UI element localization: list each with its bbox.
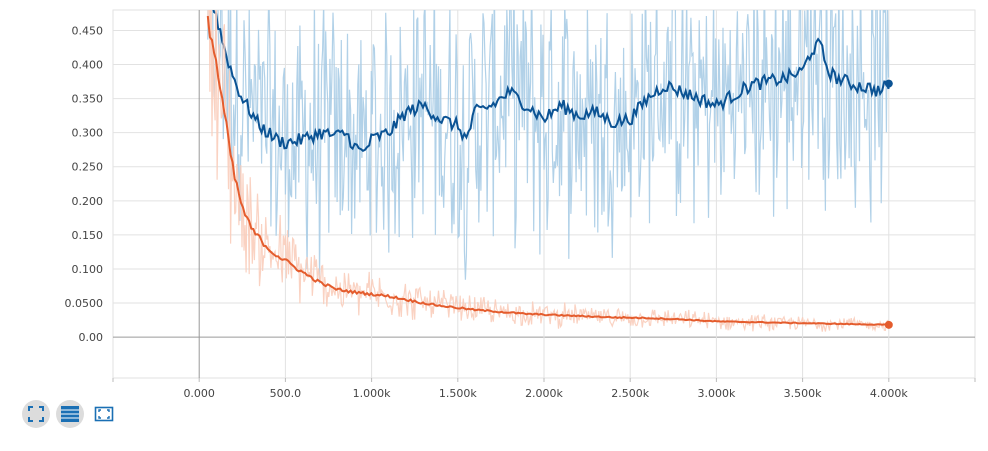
x-tick-label: 500.0 [270,387,302,400]
x-tick-label: 3.000k [697,387,735,400]
y-tick-label: 0.350 [72,93,104,106]
x-tick-label: 1.500k [439,387,477,400]
series-lines[interactable] [206,0,893,333]
axes [112,378,976,382]
series-0-end-point[interactable] [884,79,893,88]
x-tick-label: 4.000k [870,387,908,400]
y-tick-label: 0.200 [72,195,104,208]
toggle-log-scale-button[interactable] [56,400,84,428]
y-tick-label: 0.00 [79,331,104,344]
chart-toolbar [22,400,118,428]
x-tick-label: 2.000k [525,387,563,400]
y-tick-label: 0.300 [72,127,104,140]
y-tick-label: 0.150 [72,229,104,242]
fit-domain-button[interactable] [90,400,118,428]
expand-button[interactable] [22,400,50,428]
x-axis-ticks: 0.000 500.0 1.000k 1.500k 2.000k 2.500k 3.000k… [183,387,908,400]
x-tick-label: 2.500k [611,387,649,400]
x-tick-label: 1.000k [353,387,391,400]
series-1-end-point[interactable] [884,320,893,329]
x-tick-label: 3.500k [784,387,822,400]
y-axis-ticks: 0.00 0.0500 0.100 0.150 0.200 0.250 0.300 0.350… [65,24,104,344]
line-chart: 0.000 500.0 1.000k 1.500k 2.000k 2.500k 3.000k… [65,0,976,400]
y-tick-label: 0.400 [72,59,104,72]
y-tick-label: 0.450 [72,24,104,37]
y-tick-label: 0.250 [72,161,104,174]
series-0-smoothed-line[interactable] [208,0,890,152]
list-icon [61,406,79,422]
y-tick-label: 0.100 [72,263,104,276]
fit-domain-icon [94,406,114,422]
expand-icon [28,406,44,422]
y-tick-label: 0.0500 [65,297,104,310]
x-tick-label: 0.000 [183,387,215,400]
series-0-raw-line [207,10,890,284]
series-1-smoothed-line[interactable] [206,15,890,326]
